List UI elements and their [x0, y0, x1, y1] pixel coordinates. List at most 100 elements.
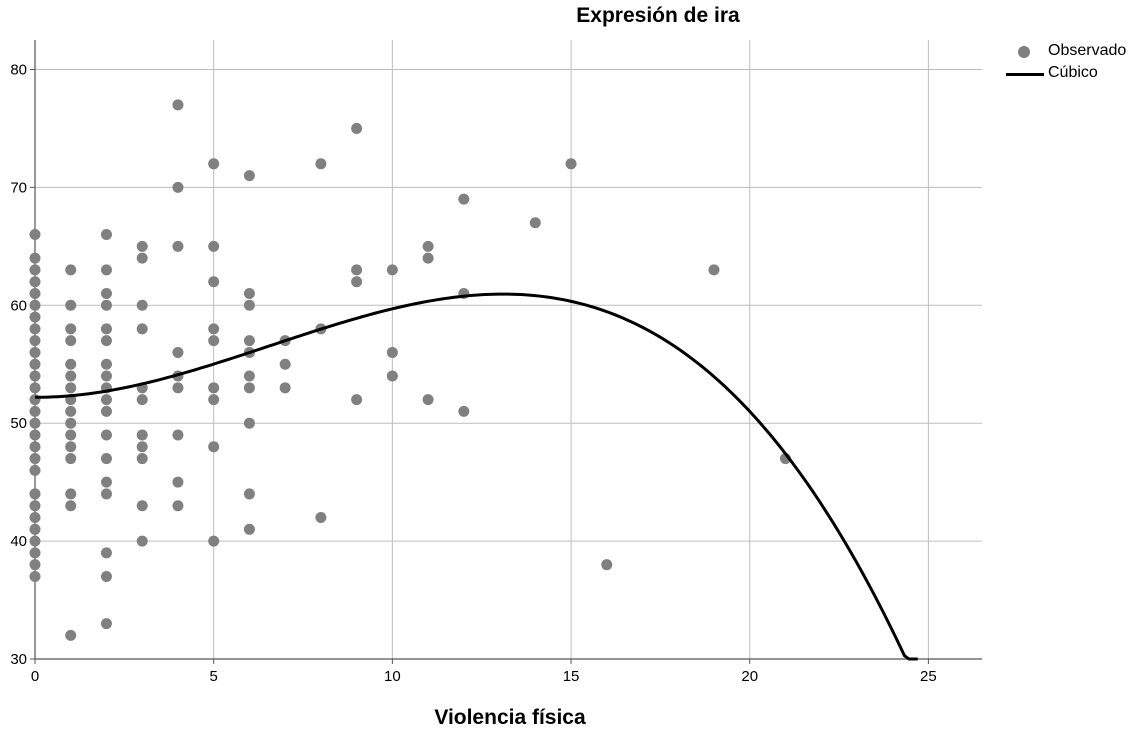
data-point	[208, 441, 220, 453]
data-point	[279, 358, 291, 370]
data-point	[65, 323, 77, 335]
data-point	[136, 323, 148, 335]
x-axis-label: Violencia física	[434, 706, 586, 729]
data-point	[65, 441, 77, 453]
data-point	[100, 547, 112, 559]
data-point	[351, 122, 363, 134]
data-point	[208, 240, 220, 252]
data-point	[243, 370, 255, 382]
data-point	[100, 488, 112, 500]
data-point	[208, 382, 220, 394]
y-tick-label: 60	[10, 297, 27, 314]
data-point	[172, 240, 184, 252]
data-point	[136, 453, 148, 465]
data-point	[29, 441, 41, 453]
data-point	[172, 99, 184, 111]
data-point	[29, 358, 41, 370]
x-tick-label: 0	[31, 668, 39, 685]
data-point	[65, 299, 77, 311]
data-point	[29, 252, 41, 264]
data-point	[172, 429, 184, 441]
y-tick-label: 50	[10, 415, 27, 432]
data-point	[100, 405, 112, 417]
legend: Observado Cúbico	[1000, 42, 1145, 86]
x-tick-label: 20	[741, 668, 758, 685]
data-point	[65, 429, 77, 441]
data-point	[100, 429, 112, 441]
data-point	[172, 500, 184, 512]
data-point	[65, 370, 77, 382]
data-point	[65, 335, 77, 347]
data-point	[29, 264, 41, 276]
data-point	[29, 311, 41, 323]
data-point	[100, 229, 112, 241]
data-point	[422, 240, 434, 252]
data-point	[172, 181, 184, 193]
data-point	[243, 382, 255, 394]
data-point	[208, 535, 220, 547]
data-point	[386, 346, 398, 358]
data-point	[29, 346, 41, 358]
data-point	[601, 559, 613, 571]
data-point	[208, 276, 220, 288]
data-point	[100, 476, 112, 488]
data-point	[100, 618, 112, 630]
y-tick-label: 40	[10, 533, 27, 550]
data-point	[243, 170, 255, 182]
data-point	[29, 488, 41, 500]
data-point	[65, 405, 77, 417]
data-point	[136, 429, 148, 441]
data-point	[29, 370, 41, 382]
data-point	[29, 559, 41, 571]
data-point	[172, 346, 184, 358]
data-point	[565, 158, 577, 170]
data-point	[29, 523, 41, 535]
data-point	[136, 500, 148, 512]
x-tick-label: 10	[384, 668, 401, 685]
data-point	[315, 512, 327, 524]
data-point	[529, 217, 541, 229]
legend-marker-dot	[1018, 46, 1030, 58]
grid-lines	[35, 40, 982, 659]
x-tick-label: 15	[563, 668, 580, 685]
data-point	[351, 394, 363, 406]
data-point	[136, 441, 148, 453]
data-point	[172, 476, 184, 488]
x-tick-label: 25	[920, 668, 937, 685]
data-point	[208, 323, 220, 335]
data-point	[29, 547, 41, 559]
data-point	[136, 240, 148, 252]
data-point	[29, 429, 41, 441]
data-point	[100, 453, 112, 465]
data-point	[351, 276, 363, 288]
cubic-fit-curve	[35, 292, 918, 661]
legend-item-observed: Observado	[1000, 42, 1145, 64]
data-point	[65, 453, 77, 465]
data-point	[100, 287, 112, 299]
data-point	[100, 370, 112, 382]
legend-label-observed: Observado	[1048, 42, 1127, 59]
y-tick-label: 30	[10, 651, 27, 668]
data-point	[136, 252, 148, 264]
legend-item-cubic: Cúbico	[1000, 64, 1145, 86]
data-point	[386, 370, 398, 382]
data-point	[29, 453, 41, 465]
data-point	[29, 405, 41, 417]
data-point	[243, 287, 255, 299]
data-point	[172, 382, 184, 394]
data-point	[243, 523, 255, 535]
data-point	[100, 394, 112, 406]
data-point	[243, 417, 255, 429]
data-point	[708, 264, 720, 276]
y-tick-label: 80	[10, 61, 27, 78]
data-point	[29, 287, 41, 299]
data-point	[243, 299, 255, 311]
chart-title: Expresión de ira	[576, 4, 740, 27]
data-point	[136, 394, 148, 406]
data-point	[29, 229, 41, 241]
data-point	[100, 264, 112, 276]
data-point	[29, 417, 41, 429]
data-point	[279, 382, 291, 394]
data-point	[100, 570, 112, 582]
